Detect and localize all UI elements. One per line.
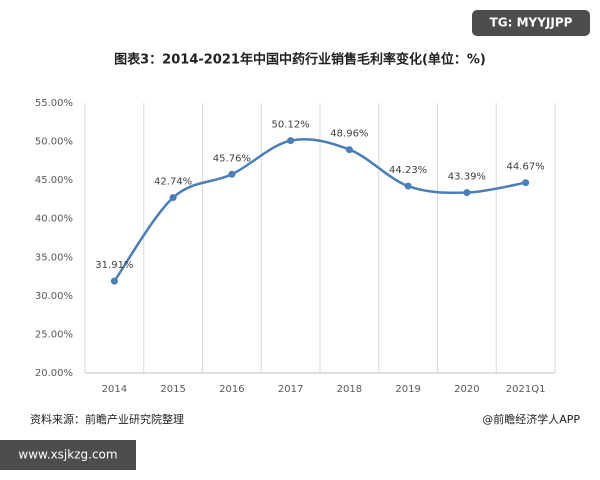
site: www.xsjkzg.com: [18, 448, 117, 462]
point: [287, 137, 295, 145]
value-label: 50.12%: [272, 120, 310, 131]
point: [169, 194, 177, 202]
y-tick-label: 45.00%: [35, 175, 73, 186]
point: [404, 182, 412, 190]
x-tick-label: 2014: [102, 384, 127, 395]
x-tick-label: 2017: [278, 384, 303, 395]
x-tick-label: 2015: [160, 384, 185, 395]
x-tick-label: 2020: [454, 384, 479, 395]
point: [345, 146, 353, 154]
value-label: 43.39%: [448, 172, 486, 183]
point: [463, 189, 471, 197]
point: [522, 179, 530, 187]
point: [110, 277, 118, 285]
value-label: 31.91%: [95, 260, 133, 271]
y-tick-label: 55.00%: [35, 98, 73, 109]
value-label: 45.76%: [213, 153, 251, 164]
y-tick-label: 40.00%: [35, 214, 73, 225]
y-tick-label: 50.00%: [35, 137, 73, 148]
y-tick-label: 25.00%: [35, 329, 73, 340]
source: 资料来源：前瞻产业研究院整理: [30, 412, 184, 426]
x-tick-label: 2019: [395, 384, 420, 395]
value-label: 44.67%: [507, 162, 545, 173]
watermark-badge: [472, 10, 590, 36]
chart-title: 图表3：2014-2021年中国中药行业销售毛利率变化(单位：%): [114, 52, 486, 68]
x-tick-label: 2021Q1: [506, 384, 546, 395]
y-tick-label: 35.00%: [35, 252, 73, 263]
value-label: 48.96%: [330, 129, 368, 140]
point: [228, 170, 236, 178]
value-label: 42.74%: [154, 177, 192, 188]
site-badge: [0, 440, 136, 470]
x-tick-label: 2018: [337, 384, 362, 395]
watermark: TG: MYYJJPP: [490, 16, 573, 30]
credit: @前瞻经济学人APP: [482, 412, 580, 426]
value-label: 44.23%: [389, 165, 427, 176]
y-tick-label: 30.00%: [35, 291, 73, 302]
y-tick-label: 20.00%: [35, 368, 73, 379]
x-tick-label: 2016: [219, 384, 244, 395]
